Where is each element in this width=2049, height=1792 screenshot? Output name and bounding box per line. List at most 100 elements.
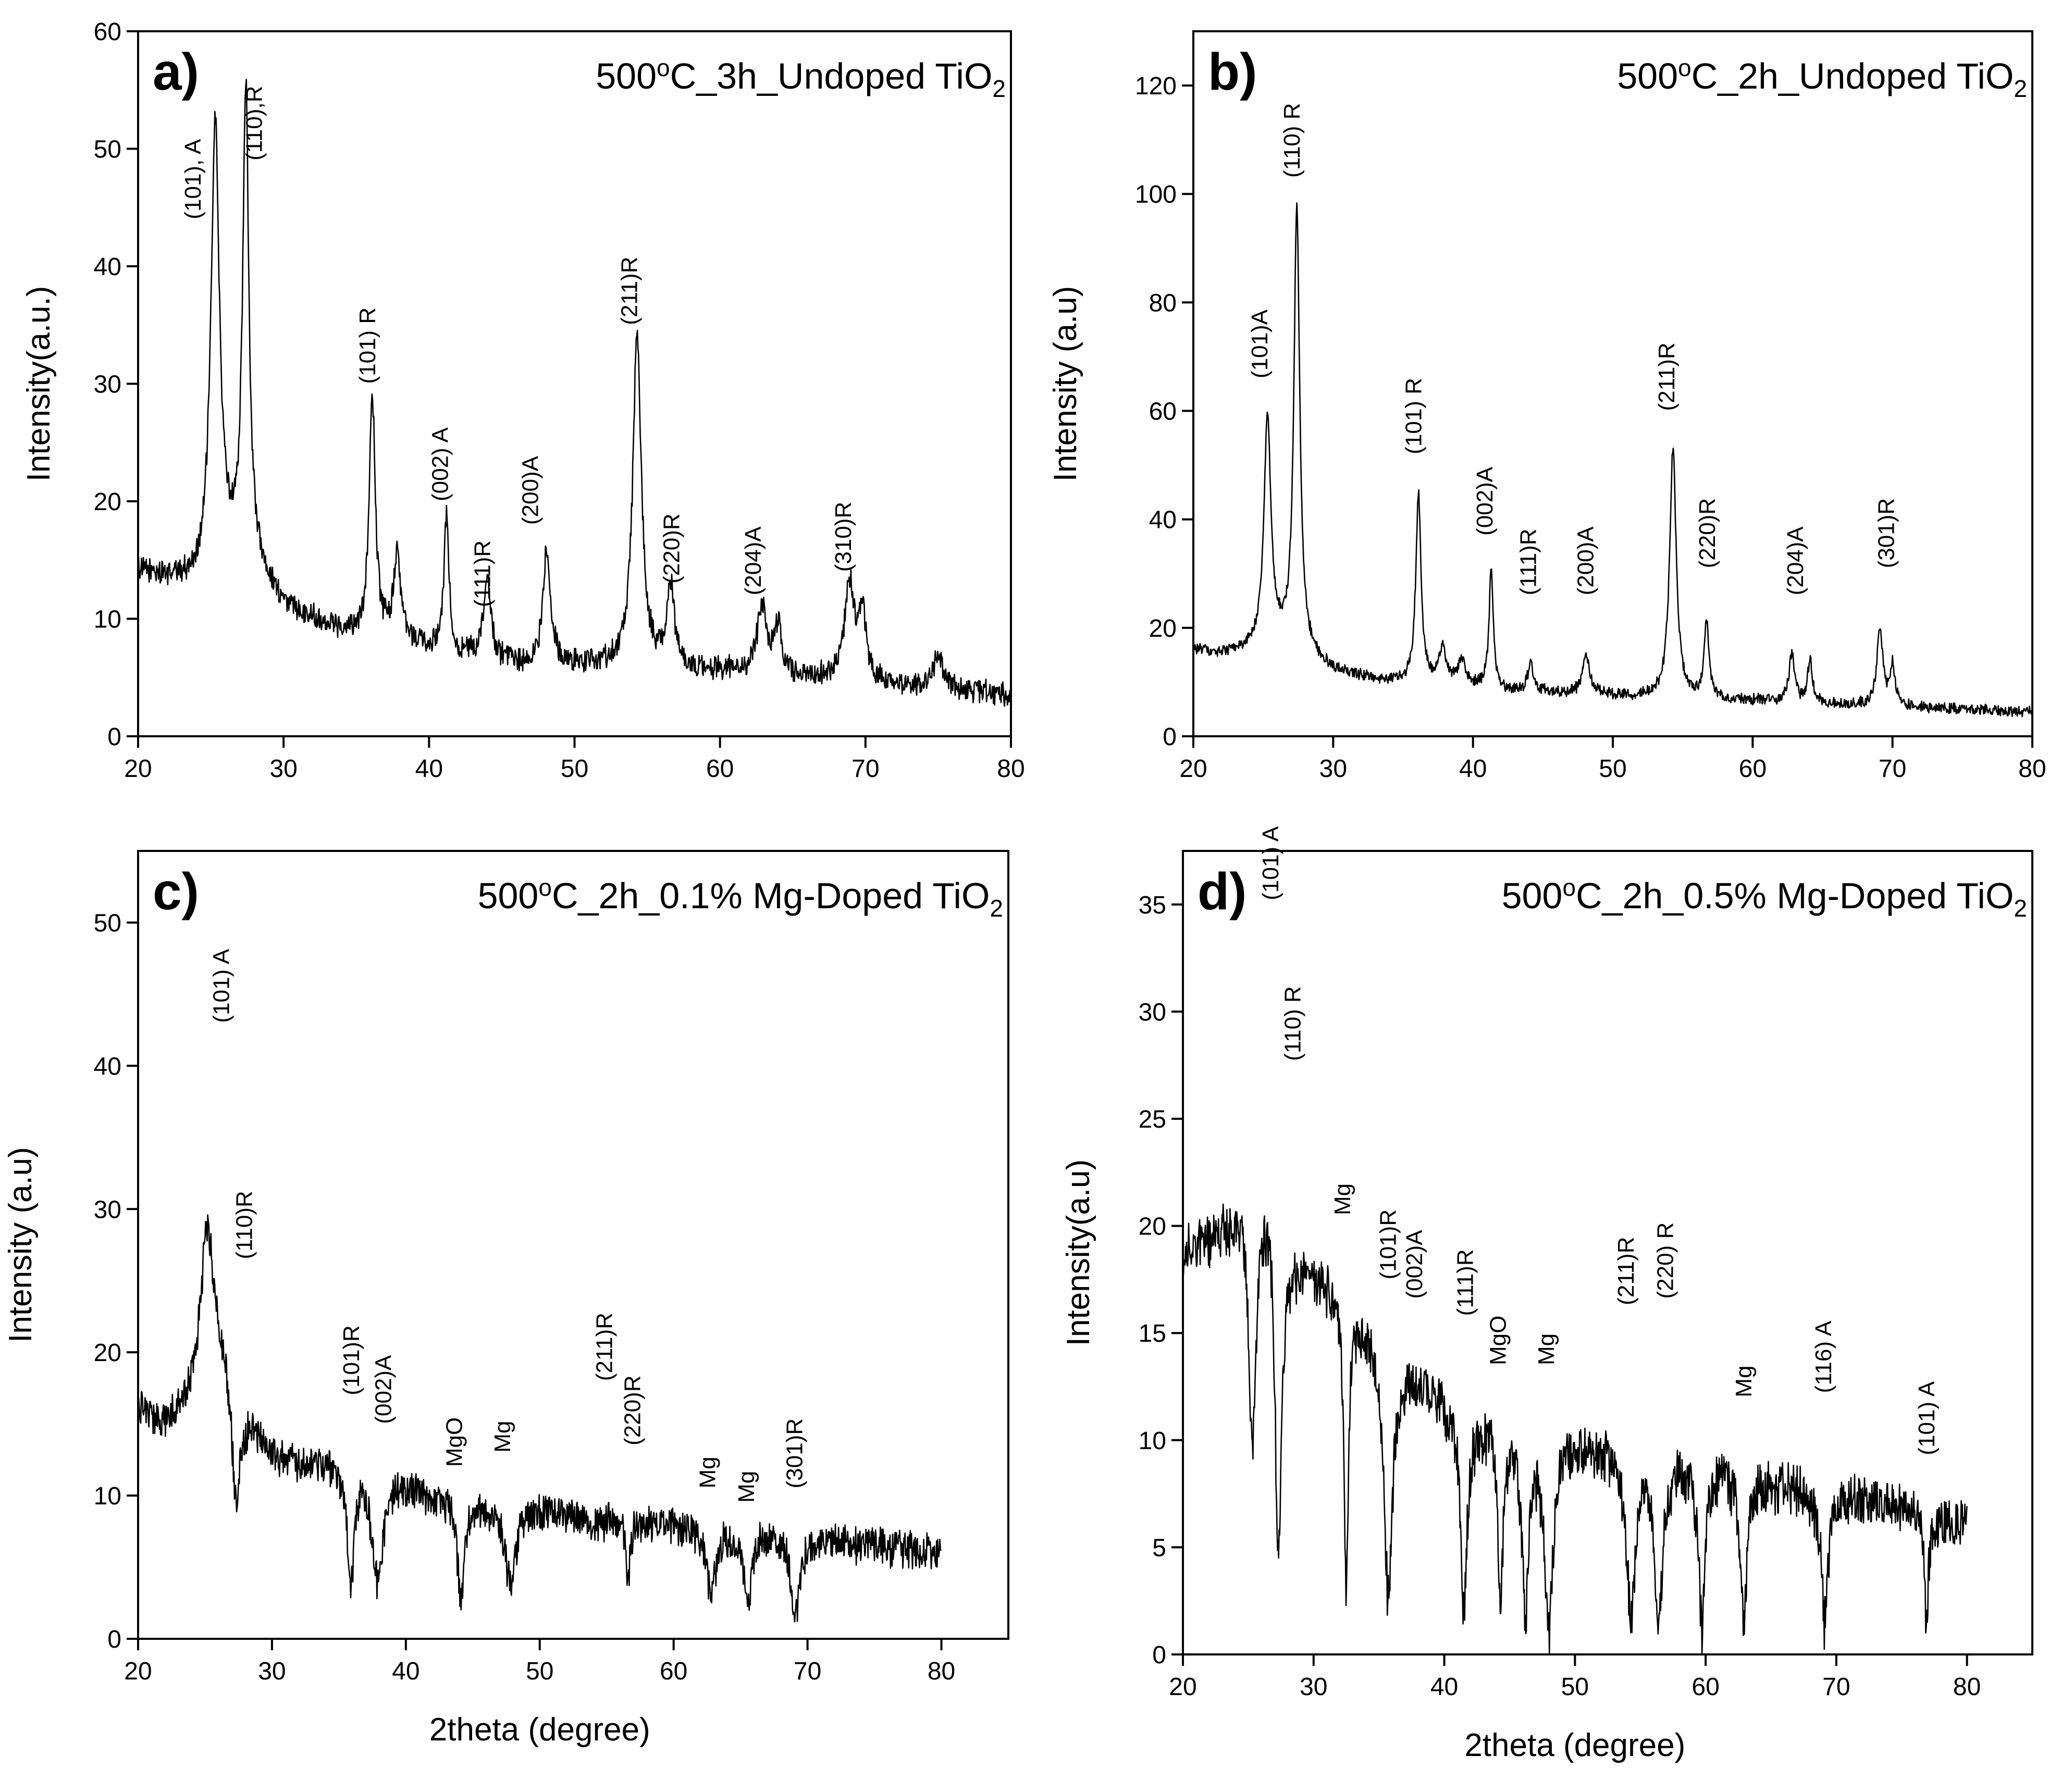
y-tick-label: 100 <box>1135 181 1177 208</box>
panel-label: a) <box>153 43 199 101</box>
y-tick-label: 120 <box>1135 72 1177 100</box>
peak-annotation: (301)R <box>782 1418 807 1489</box>
x-tick-label: 40 <box>1430 1673 1458 1701</box>
y-tick-label: 25 <box>1139 1106 1166 1133</box>
x-tick-label: 50 <box>526 1658 553 1685</box>
y-tick-label: 10 <box>1139 1427 1166 1455</box>
x-tick-label: 70 <box>794 1658 821 1685</box>
panel-title: 500oC_2h_Undoped TiO2 <box>1617 54 2027 102</box>
peak-annotation: (301)R <box>1873 498 1899 569</box>
peak-annotation: (002) A <box>428 427 453 501</box>
y-tick-label: 30 <box>94 1196 121 1223</box>
y-axis-label: Intensity(a.u.) <box>21 286 57 482</box>
peak-annotation: (110),R <box>241 86 267 160</box>
peak-annotation: (111)R <box>1453 1249 1478 1316</box>
x-tick-label: 40 <box>415 755 443 783</box>
panel-title: 500oC_2h_0.5% Mg-Doped TiO2 <box>1502 874 2027 922</box>
y-tick-label: 50 <box>94 909 121 937</box>
x-tick-label: 80 <box>997 755 1024 783</box>
title-number: 500 <box>478 875 539 916</box>
x-tick-label: 40 <box>1459 755 1487 783</box>
x-tick-label: 20 <box>1169 1673 1196 1701</box>
x-tick-label: 20 <box>124 1658 152 1685</box>
chart-panel-c: 20 30 40 50 60 70 80 0 10 20 30 40 50 Intensity (a.u)… <box>3 850 1009 1748</box>
x-tick-label: 30 <box>269 755 297 783</box>
title-degree-symbol: o <box>1678 54 1692 81</box>
peak-annotation: (110) R <box>1280 986 1306 1061</box>
xrd-pattern-line <box>1182 1203 1968 1655</box>
peak-annotation: (220) R <box>1652 1222 1678 1299</box>
peak-annotation: (110)R <box>231 1191 257 1259</box>
x-tick-label: 50 <box>1561 1673 1589 1701</box>
title-text: C_2h_0.5% Mg-Doped TiO <box>1576 875 2014 916</box>
panel-title: 500oC_3h_Undoped TiO2 <box>596 54 1006 102</box>
peak-annotation: Mg <box>1731 1365 1757 1397</box>
y-tick-label: 5 <box>1152 1534 1166 1562</box>
xrd-pattern-line <box>1192 202 2033 718</box>
peak-annotation: (110) R <box>1279 103 1305 178</box>
peak-annotation: Mg <box>490 1420 515 1452</box>
peak-annotation: Mg <box>695 1456 720 1488</box>
peak-annotation: (310)R <box>831 502 856 572</box>
y-tick-label: 35 <box>1139 892 1166 919</box>
title-number: 500 <box>596 56 657 96</box>
peak-annotation: Mg <box>734 1471 759 1503</box>
title-subscript: 2 <box>2014 895 2027 922</box>
plot-frame <box>137 850 1009 1640</box>
y-tick-label: 20 <box>1139 1213 1166 1241</box>
x-tick-label: 60 <box>1739 755 1767 783</box>
x-tick-label: 70 <box>851 755 879 783</box>
x-tick-label: 80 <box>928 1658 955 1685</box>
peak-annotation: (101) A <box>209 948 234 1023</box>
peak-annotation: Mg <box>1330 1183 1355 1215</box>
y-tick-label: 40 <box>94 1053 121 1080</box>
xrd-pattern-line <box>137 79 1012 707</box>
y-tick-label: 20 <box>94 1339 121 1367</box>
peak-annotation: (220)R <box>659 513 685 584</box>
y-tick-label: 0 <box>107 1626 121 1653</box>
peak-annotation: (116) A <box>1811 1320 1836 1393</box>
peak-annotation: (101) R <box>1401 378 1426 454</box>
x-tick-label: 50 <box>561 755 588 783</box>
y-tick-label: 15 <box>1139 1320 1166 1348</box>
peak-annotation: (101)A <box>1247 309 1273 378</box>
y-tick-label: 40 <box>1149 506 1177 534</box>
peak-annotation: (101) A <box>1914 1381 1940 1455</box>
title-subscript: 2 <box>992 75 1006 102</box>
title-number: 500 <box>1617 56 1678 96</box>
peak-annotation: (101)R <box>1376 1209 1401 1280</box>
y-tick-label: 60 <box>94 18 121 46</box>
y-tick-label: 80 <box>1149 289 1177 317</box>
y-tick-label: 0 <box>1152 1641 1166 1669</box>
title-subscript: 2 <box>2014 75 2027 102</box>
title-degree-symbol: o <box>657 54 670 81</box>
x-tick-label: 80 <box>1953 1673 1981 1701</box>
y-tick-label: 0 <box>1163 723 1177 751</box>
peak-annotation: (204)A <box>740 526 766 596</box>
peak-annotation: (220)R <box>620 1375 645 1445</box>
title-text: C_2h_Undoped TiO <box>1692 56 2014 96</box>
y-tick-label: 30 <box>1139 998 1166 1026</box>
peak-annotation: (204)A <box>1783 526 1808 596</box>
peak-annotation: (220)R <box>1695 498 1720 569</box>
x-tick-label: 50 <box>1599 755 1626 783</box>
peak-annotation: (211)R <box>1654 342 1680 411</box>
x-axis-label: 2theta (degree) <box>1464 1727 1685 1763</box>
y-axis-label: Intensity (a.u) <box>3 1147 39 1343</box>
peak-annotation: (200)A <box>1573 526 1598 596</box>
peak-annotation: (111)R <box>470 540 496 607</box>
x-tick-label: 70 <box>1879 755 1906 783</box>
peak-annotation: Mg <box>1534 1333 1559 1365</box>
x-tick-label: 30 <box>1319 755 1347 783</box>
y-tick-label: 10 <box>94 606 121 634</box>
x-tick-label: 20 <box>1179 755 1207 783</box>
panel-label: d) <box>1198 862 1246 921</box>
y-tick-label: 60 <box>1149 398 1177 426</box>
y-tick-label: 0 <box>107 723 121 751</box>
peak-annotation: (111)R <box>1515 528 1541 595</box>
panel-label: b) <box>1208 43 1257 101</box>
chart-panel-a: 20 30 40 50 60 70 80 0 10 20 30 40 50 60 Intensity(a.u… <box>21 18 1025 783</box>
peak-annotation: (002)A <box>371 1355 397 1424</box>
x-tick-label: 30 <box>258 1658 286 1685</box>
